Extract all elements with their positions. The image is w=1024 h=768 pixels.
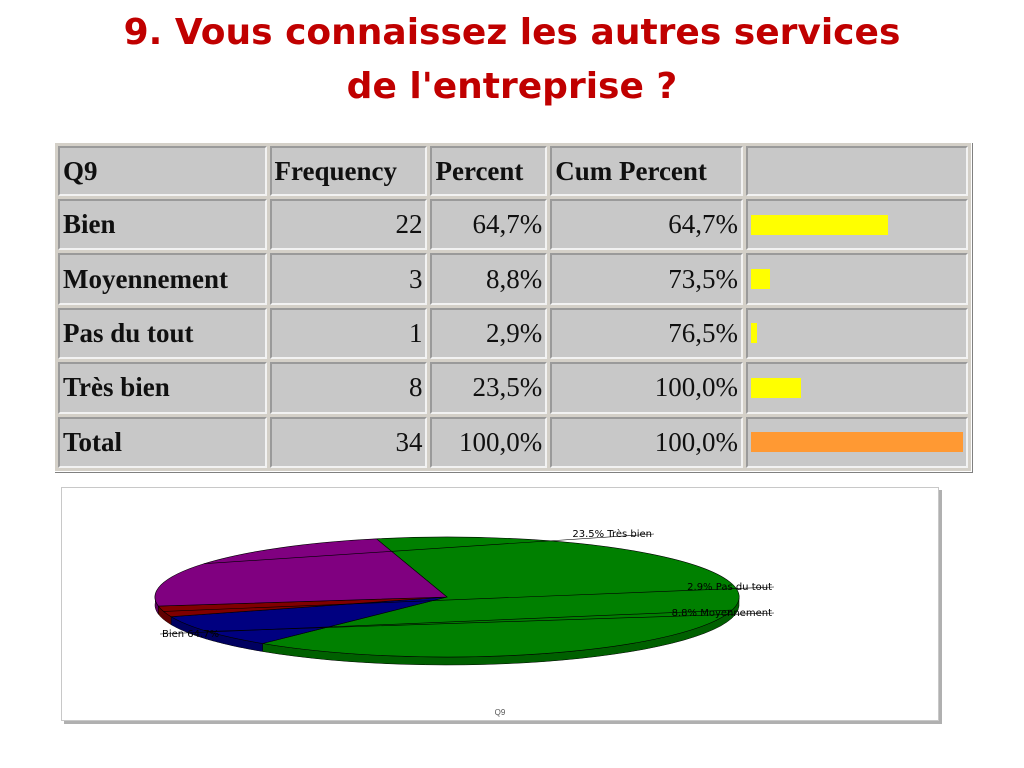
row-bar-cell — [746, 362, 968, 414]
row-label: Moyennement — [58, 253, 267, 305]
table-row: Moyennement 3 8,8% 73,5% — [58, 253, 968, 305]
row-cum-percent: 100,0% — [550, 416, 743, 468]
row-frequency: 3 — [269, 253, 428, 305]
row-bar-cell — [746, 253, 968, 305]
pie-label-moyennement: 8.8% Moyennement — [672, 608, 772, 619]
row-cum-percent: 76,5% — [550, 307, 743, 360]
row-cum-percent: 73,5% — [550, 253, 743, 305]
table-row: Très bien 8 23,5% 100,0% — [58, 362, 968, 414]
pie-slice-moyennement — [170, 596, 448, 644]
row-bar-cell — [746, 307, 968, 360]
row-percent: 23,5% — [430, 362, 548, 414]
header-q9: Q9 — [58, 146, 267, 196]
row-bar — [751, 377, 801, 398]
pie-leader-line — [163, 586, 775, 612]
title-line-2: de l'entreprise ? — [346, 66, 678, 107]
row-frequency: 34 — [269, 416, 428, 468]
header-percent: Percent — [430, 146, 548, 196]
pie-label-très-bien: 23.5% Très bien — [572, 528, 652, 540]
row-frequency: 22 — [269, 199, 428, 251]
row-bar — [751, 214, 889, 235]
pie-label-pas-du-tout: 2.9% Pas du tout — [687, 582, 772, 593]
row-cum-percent: 64,7% — [550, 199, 743, 251]
row-percent: 8,8% — [430, 253, 548, 305]
row-bar — [751, 269, 770, 290]
row-bar — [751, 323, 758, 344]
frequency-table: Q9 Frequency Percent Cum Percent Bien 22… — [54, 142, 972, 472]
header-cum-percent: Cum Percent — [550, 146, 743, 196]
row-bar-cell — [746, 416, 968, 468]
pie-slice-bien — [262, 536, 740, 658]
row-frequency: 1 — [269, 307, 428, 360]
chart-x-label: Q9 — [494, 708, 506, 717]
table-row: Bien 22 64,7% 64,7% — [58, 199, 968, 251]
row-percent: 2,9% — [430, 307, 548, 360]
row-frequency: 8 — [269, 362, 428, 414]
row-percent: 100,0% — [430, 416, 548, 468]
pie-chart-panel: Bien 64.7% 8.8% Moyennement 2.9% Pas du to… — [61, 487, 939, 721]
header-frequency: Frequency — [269, 146, 428, 196]
page-title: 9. Vous connaissez les autres services d… — [0, 6, 1024, 114]
row-label: Pas du tout — [58, 307, 267, 360]
pie-label-bien: Bien 64.7% — [162, 629, 219, 640]
pie-leader-line — [203, 533, 655, 564]
pie-chart: Bien 64.7% 8.8% Moyennement 2.9% Pas du to… — [154, 528, 775, 666]
row-label: Bien — [58, 199, 267, 251]
table-row-total: Total 34 100,0% 100,0% — [58, 416, 968, 468]
pie-leader-line — [207, 612, 775, 632]
header-bar — [746, 146, 968, 196]
row-bar-total — [751, 432, 963, 453]
title-line-1: 9. Vous connaissez les autres services — [123, 12, 901, 53]
row-percent: 64,7% — [430, 199, 548, 251]
row-cum-percent: 100,0% — [550, 362, 743, 414]
row-label: Très bien — [58, 362, 267, 414]
table-row: Pas du tout 1 2,9% 76,5% — [58, 307, 968, 360]
row-bar-cell — [746, 199, 968, 251]
row-label: Total — [58, 416, 267, 468]
table-header-row: Q9 Frequency Percent Cum Percent — [58, 146, 968, 196]
